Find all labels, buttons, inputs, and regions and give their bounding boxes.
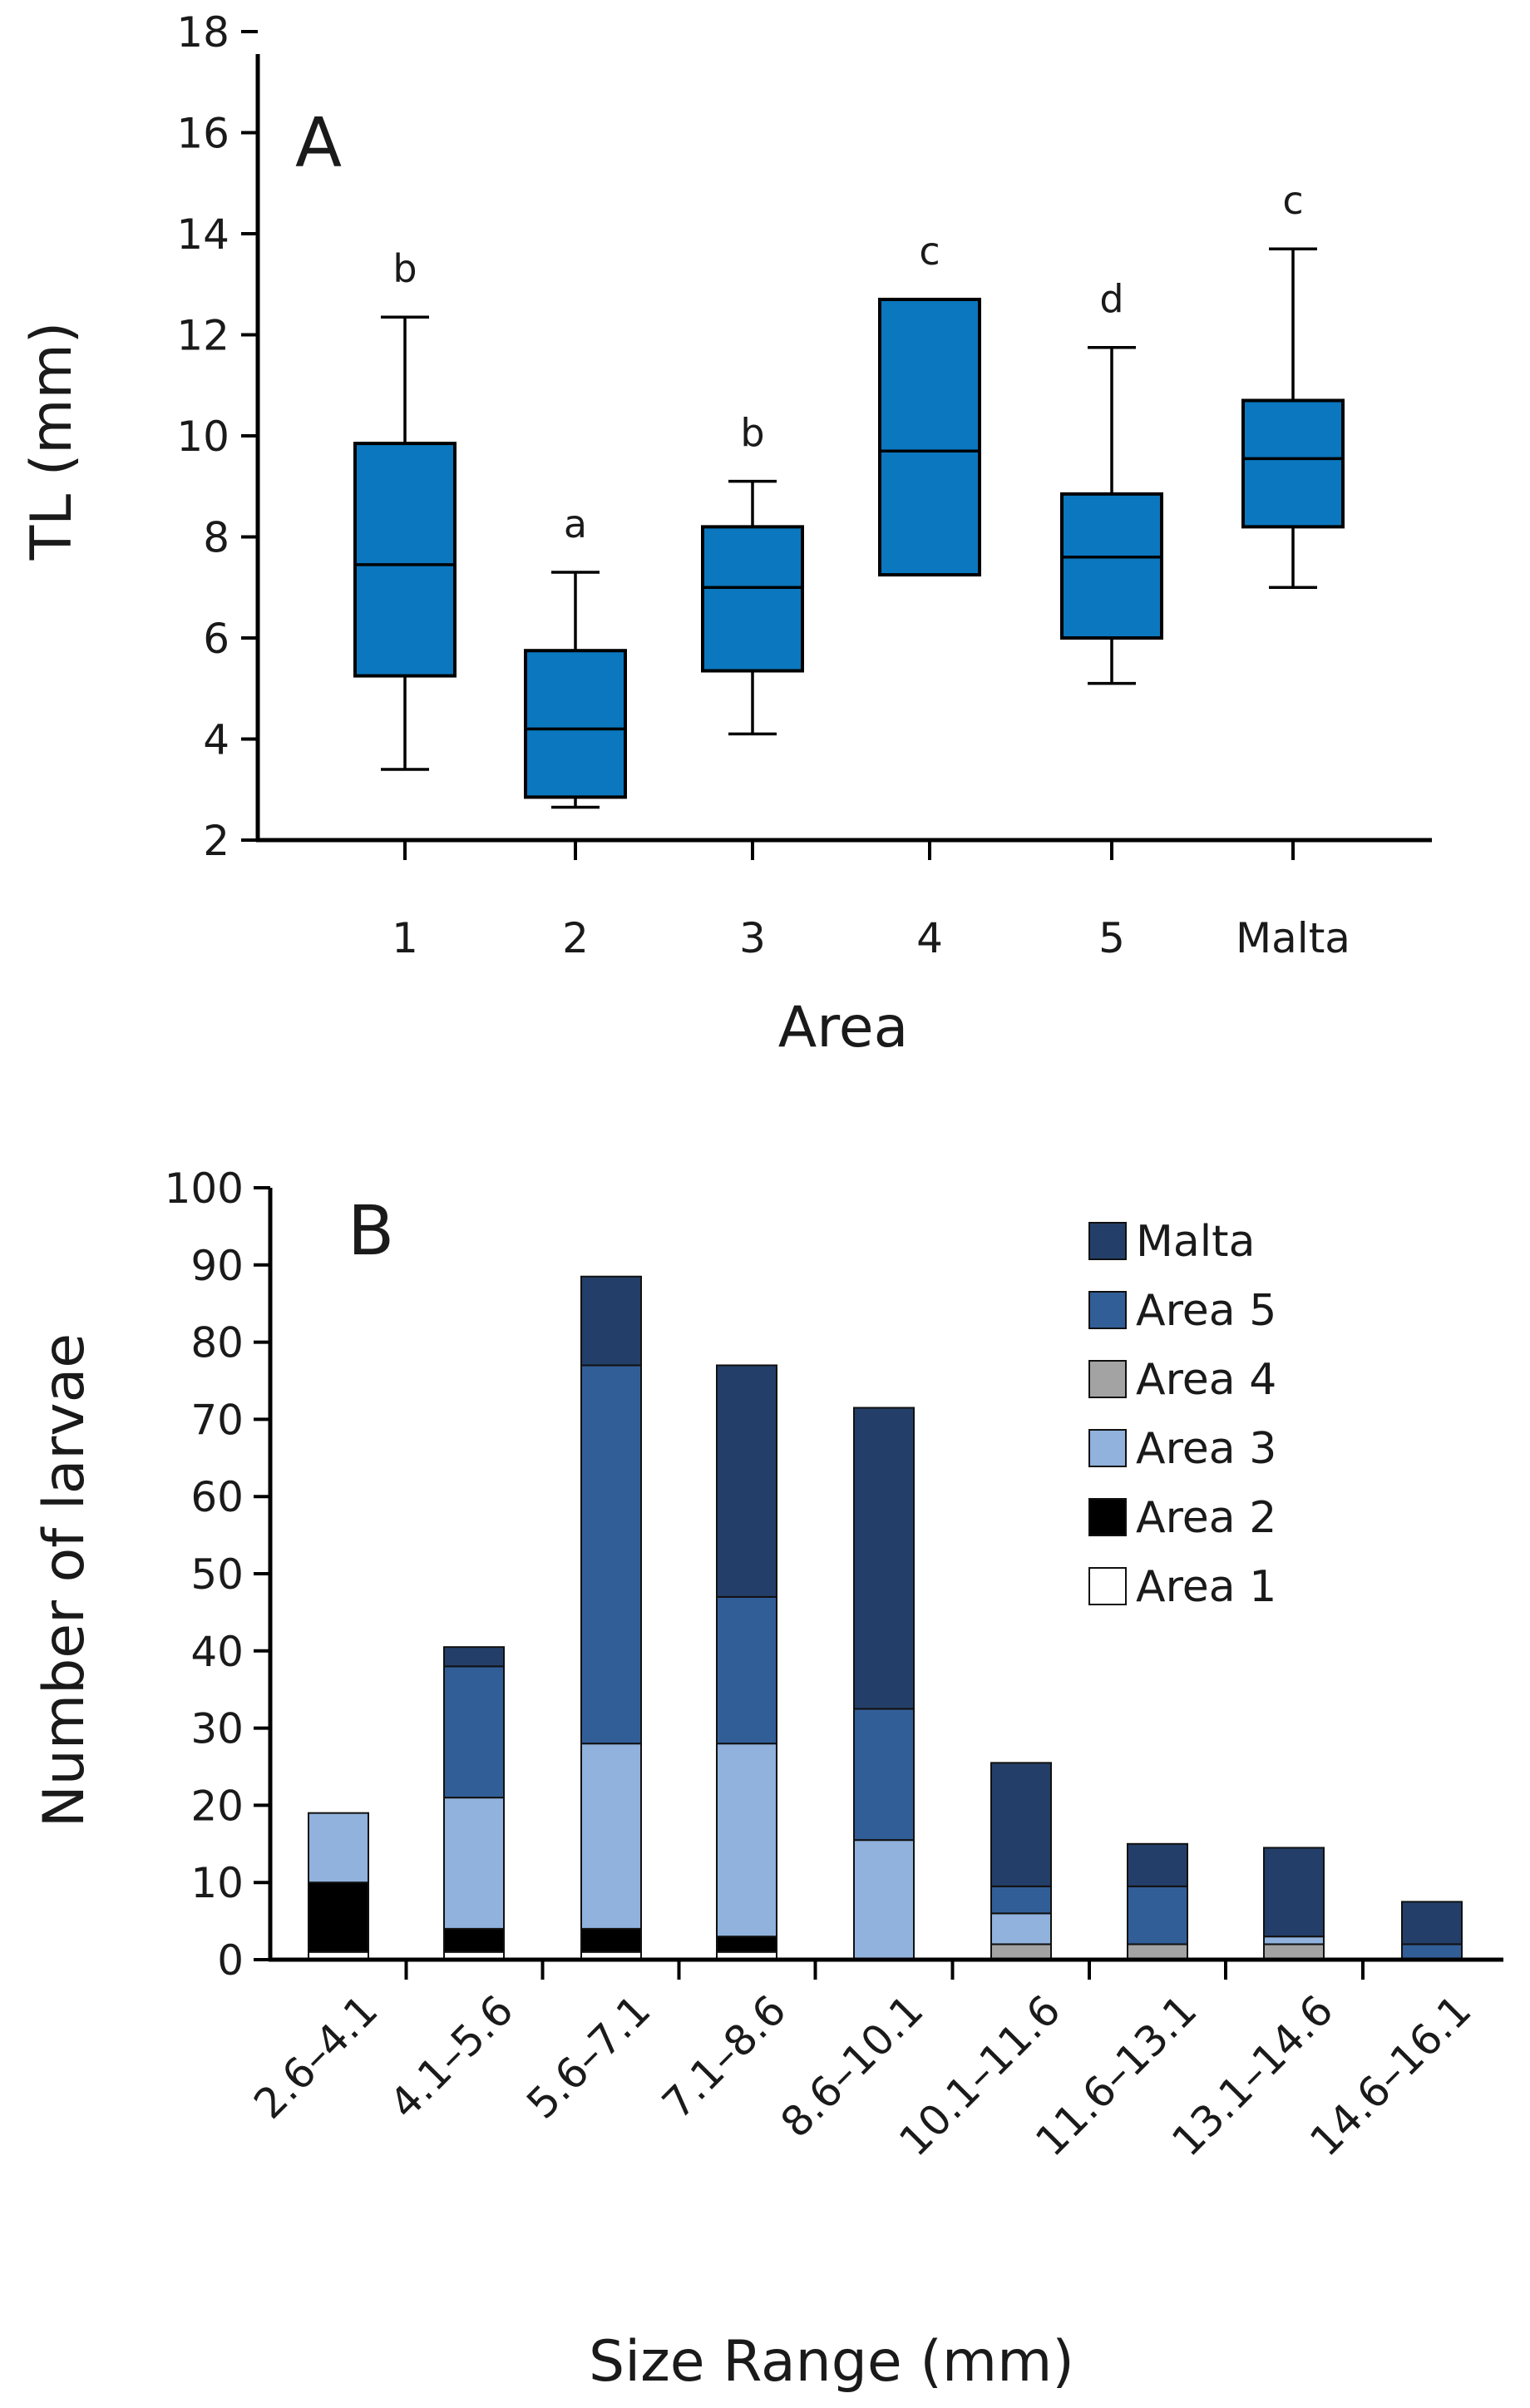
panel-a-y-axis: 2 4 6 8 10 12 14 16 18 <box>176 8 258 865</box>
panel-a-y-axis-title: TL (mm) <box>19 322 85 561</box>
panel-a-x-tick-label: 5 <box>1098 914 1125 962</box>
panel-a-y-tick-label: 14 <box>176 210 230 259</box>
bar-segment-area-2 <box>308 1881 369 1953</box>
panel-b-y-tick-label: 0 <box>217 1936 244 1985</box>
box-iqr <box>701 525 804 673</box>
panel-b-y-axis: 0 10 20 30 40 50 60 70 80 90 100 <box>165 1164 270 1985</box>
bar-segment-malta <box>1401 1901 1463 1946</box>
bar-segment-malta <box>580 1275 642 1367</box>
panel-b-y-tick-label: 60 <box>190 1473 244 1521</box>
panel-a-x-axis-title: Area <box>778 995 909 1061</box>
legend-swatch <box>1088 1222 1127 1260</box>
bar-segment-area-5 <box>853 1708 915 1842</box>
panel-b-y-tick-label: 10 <box>190 1859 244 1907</box>
bar-segment-area-4 <box>990 1943 1052 1961</box>
bar-segment-area-5 <box>1401 1943 1463 1961</box>
panel-a-x-tick-label: 4 <box>916 914 943 962</box>
bar-segment-malta <box>1127 1842 1188 1887</box>
panel-b-y-axis-title: Number of larvae <box>32 1333 97 1827</box>
bar-segment-area-5 <box>990 1885 1052 1915</box>
panel-a-x-axis: 1 2 3 4 5 Malta <box>392 840 1350 962</box>
bar-segment-malta <box>1263 1847 1325 1938</box>
bar-segment-area-3 <box>853 1839 915 1961</box>
panel-b-x-tick-label: 5.6–7.1 <box>517 1985 659 2128</box>
panel-b-x-tick-label: 4.1–5.6 <box>380 1985 522 2128</box>
panel-a-y-tick-label: 12 <box>176 312 230 360</box>
significance-letter: c <box>1282 178 1303 223</box>
panel-b-legend: Malta Area 5 Area 4 Area 3 Area 2 Area 1 <box>1088 1217 1276 1612</box>
significance-letter: a <box>564 502 587 546</box>
panel-b-y-tick-label: 90 <box>190 1242 244 1290</box>
legend-swatch <box>1088 1360 1127 1398</box>
legend-label: Area 1 <box>1136 1562 1276 1612</box>
panel-b-y-tick-label: 20 <box>190 1782 244 1830</box>
legend-swatch <box>1088 1567 1127 1605</box>
panel-a-x-tick-label: Malta <box>1236 914 1350 962</box>
legend-swatch <box>1088 1429 1127 1467</box>
panel-b-x-tick-label: 2.6–4.1 <box>244 1985 387 2128</box>
box-iqr <box>524 649 627 799</box>
box-iqr <box>1060 492 1163 640</box>
panel-a-letter: A <box>295 104 342 183</box>
panel-a-x-tick-label: 2 <box>562 914 589 962</box>
panel-b-y-tick-label: 40 <box>190 1628 244 1676</box>
bar-segment-area-3 <box>990 1912 1052 1946</box>
legend-label: Malta <box>1136 1217 1255 1267</box>
bar-segment-area-5 <box>580 1364 642 1745</box>
panel-a-y-tick-label: 6 <box>203 615 230 663</box>
box-iqr <box>353 442 457 678</box>
panel-b-y-tick-label: 80 <box>190 1319 244 1367</box>
panel-a-y-tick-label: 10 <box>176 413 230 461</box>
bar-segment-area-5 <box>443 1665 505 1799</box>
panel-a-x-tick-label: 3 <box>739 914 766 962</box>
bar-segment-area-4 <box>1127 1943 1188 1961</box>
bar-segment-area-5 <box>716 1595 777 1745</box>
panel-b-bars <box>308 1275 1463 1961</box>
legend-swatch <box>1088 1498 1127 1536</box>
bar-segment-area-5 <box>1127 1885 1188 1946</box>
panel-a-y-tick-label: 4 <box>203 716 230 764</box>
panel-b-y-tick-label: 30 <box>190 1705 244 1753</box>
panel-a-boxes: b a b c d c <box>353 178 1345 809</box>
significance-letter: b <box>740 411 764 456</box>
legend-label: Area 5 <box>1136 1286 1276 1336</box>
bar-segment-malta <box>443 1646 505 1668</box>
legend-label: Area 2 <box>1136 1493 1276 1543</box>
bar-segment-area-3 <box>443 1797 505 1930</box>
panel-b-letter: B <box>348 1192 394 1271</box>
panel-a-y-tick-label: 8 <box>203 514 230 562</box>
bar-segment-area-3 <box>1263 1936 1325 1946</box>
bar-segment-area-4 <box>1263 1943 1325 1961</box>
panel-b-y-tick-label: 100 <box>165 1164 244 1213</box>
bar-segment-malta <box>853 1407 915 1710</box>
bar-segment-area-3 <box>716 1743 777 1938</box>
bar-segment-area-2 <box>716 1936 777 1953</box>
panel-b-stacked-bar: B 0 10 20 30 40 50 60 70 80 90 100 2.6–4.14.1–5.65… <box>32 1164 1503 2395</box>
panel-a-y-tick-label: 18 <box>176 8 230 57</box>
bar-segment-area-2 <box>580 1927 642 1953</box>
box-iqr <box>878 297 981 577</box>
panel-b-x-axis: 2.6–4.14.1–5.65.6–7.17.1–8.68.6–10.110.1… <box>244 1960 1480 2166</box>
legend-label: Area 3 <box>1136 1424 1276 1474</box>
bar-segment-malta <box>990 1762 1052 1887</box>
panel-a-y-tick-label: 2 <box>203 817 230 865</box>
significance-letter: c <box>919 229 940 274</box>
significance-letter: d <box>1099 277 1123 322</box>
bar-segment-area-3 <box>580 1743 642 1930</box>
legend-swatch <box>1088 1291 1127 1329</box>
panel-b-x-tick-label: 7.1–8.6 <box>653 1985 795 2128</box>
bar-segment-malta <box>716 1364 777 1598</box>
bar-segment-area-3 <box>308 1812 369 1884</box>
panel-b-y-tick-label: 70 <box>190 1396 244 1444</box>
bar-segment-area-2 <box>443 1927 505 1953</box>
legend-label: Area 4 <box>1136 1355 1276 1405</box>
panel-a-y-tick-label: 16 <box>176 110 230 158</box>
box-iqr <box>1241 398 1345 529</box>
panel-a-x-tick-label: 1 <box>392 914 418 962</box>
panel-b-y-tick-label: 50 <box>190 1550 244 1599</box>
significance-letter: b <box>392 246 417 291</box>
panel-b-x-axis-title: Size Range (mm) <box>589 2329 1074 2395</box>
